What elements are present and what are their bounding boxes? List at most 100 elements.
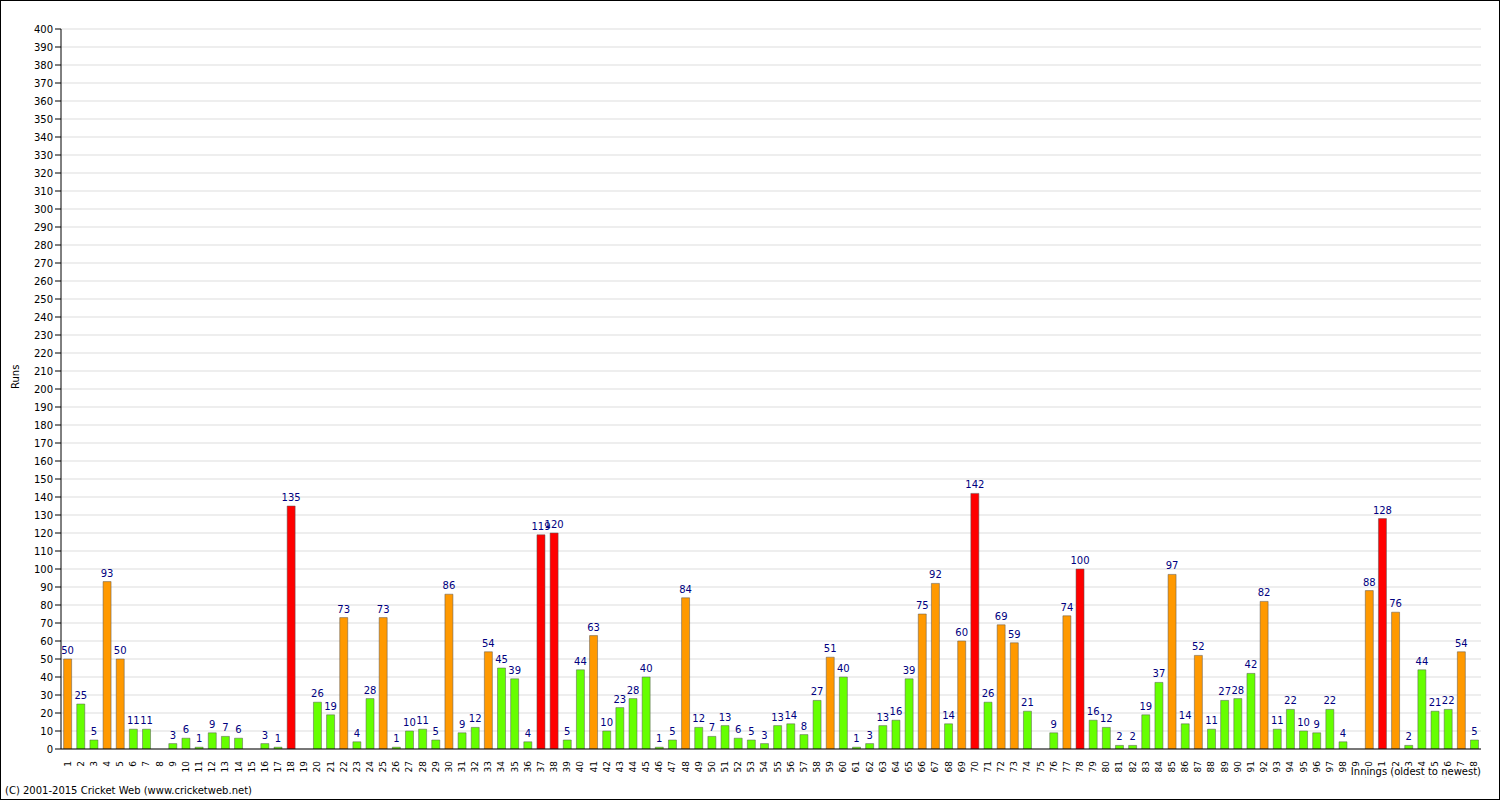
svg-text:52: 52 (733, 761, 743, 772)
svg-text:7: 7 (709, 722, 715, 733)
svg-text:120: 120 (34, 528, 53, 539)
svg-text:30: 30 (444, 761, 454, 773)
svg-text:380: 380 (34, 60, 53, 71)
svg-text:80: 80 (40, 600, 53, 611)
svg-text:300: 300 (34, 204, 53, 215)
svg-text:53: 53 (746, 761, 756, 772)
svg-text:42: 42 (1245, 659, 1258, 670)
svg-text:10: 10 (403, 717, 416, 728)
svg-text:120: 120 (545, 519, 564, 530)
svg-text:19: 19 (299, 761, 309, 773)
svg-text:11: 11 (1205, 715, 1218, 726)
svg-text:5: 5 (115, 761, 125, 767)
svg-text:97: 97 (1325, 761, 1335, 772)
svg-text:16: 16 (1087, 706, 1100, 717)
svg-text:28: 28 (1231, 685, 1244, 696)
svg-text:45: 45 (495, 654, 508, 665)
svg-text:8: 8 (801, 721, 807, 732)
svg-text:23: 23 (613, 694, 626, 705)
svg-text:350: 350 (34, 114, 53, 125)
svg-text:50: 50 (114, 645, 127, 656)
svg-text:160: 160 (34, 456, 53, 467)
svg-text:13: 13 (771, 712, 784, 723)
svg-text:320: 320 (34, 168, 53, 179)
svg-text:16: 16 (260, 761, 270, 773)
svg-text:25: 25 (74, 690, 87, 701)
svg-text:360: 360 (34, 96, 53, 107)
svg-text:38: 38 (549, 761, 559, 773)
svg-text:5: 5 (91, 726, 97, 737)
svg-text:47: 47 (667, 761, 677, 772)
svg-text:89: 89 (1220, 761, 1230, 773)
svg-text:72: 72 (996, 761, 1006, 772)
svg-text:63: 63 (587, 622, 600, 633)
svg-text:10: 10 (181, 761, 191, 773)
svg-text:50: 50 (707, 761, 717, 773)
svg-text:55: 55 (773, 761, 783, 772)
svg-text:33: 33 (483, 761, 493, 772)
svg-text:250: 250 (34, 294, 53, 305)
svg-text:11: 11 (194, 761, 204, 772)
svg-text:10: 10 (40, 726, 53, 737)
svg-text:310: 310 (34, 186, 53, 197)
svg-text:54: 54 (482, 638, 495, 649)
svg-text:84: 84 (1154, 761, 1164, 773)
svg-text:4: 4 (525, 728, 531, 739)
svg-text:60: 60 (838, 761, 848, 773)
svg-text:61: 61 (851, 761, 861, 772)
svg-text:11: 11 (140, 715, 153, 726)
svg-text:86: 86 (443, 580, 456, 591)
svg-text:76: 76 (1049, 761, 1059, 773)
svg-text:22: 22 (1442, 695, 1455, 706)
svg-text:240: 240 (34, 312, 53, 323)
svg-text:44: 44 (628, 761, 638, 773)
svg-text:82: 82 (1128, 761, 1138, 772)
svg-text:75: 75 (1036, 761, 1046, 772)
svg-text:77: 77 (1062, 761, 1072, 772)
svg-text:12: 12 (469, 713, 482, 724)
svg-text:150: 150 (34, 474, 53, 485)
svg-text:9: 9 (209, 719, 215, 730)
svg-text:70: 70 (40, 618, 53, 629)
svg-text:79: 79 (1088, 761, 1098, 773)
svg-text:73: 73 (377, 604, 390, 615)
svg-text:71: 71 (983, 761, 993, 772)
svg-text:26: 26 (311, 688, 324, 699)
svg-text:85: 85 (1167, 761, 1177, 772)
svg-text:95: 95 (1299, 761, 1309, 772)
svg-text:90: 90 (1233, 761, 1243, 773)
svg-text:92: 92 (1259, 761, 1269, 772)
svg-text:94: 94 (1285, 761, 1295, 773)
svg-text:51: 51 (824, 643, 837, 654)
svg-text:58: 58 (812, 761, 822, 773)
svg-text:90: 90 (40, 582, 53, 593)
svg-text:25: 25 (378, 761, 388, 772)
svg-text:67: 67 (930, 761, 940, 772)
svg-text:40: 40 (575, 761, 585, 773)
svg-text:200: 200 (34, 384, 53, 395)
svg-text:82: 82 (1258, 587, 1271, 598)
svg-text:23: 23 (352, 761, 362, 772)
svg-text:100: 100 (1070, 555, 1089, 566)
svg-text:93: 93 (1272, 761, 1282, 772)
svg-text:28: 28 (364, 685, 377, 696)
svg-text:45: 45 (641, 761, 651, 772)
svg-text:135: 135 (282, 492, 301, 503)
svg-text:76: 76 (1389, 598, 1402, 609)
svg-text:66: 66 (917, 761, 927, 773)
svg-text:6: 6 (183, 724, 189, 735)
svg-text:40: 40 (40, 672, 53, 683)
svg-text:290: 290 (34, 222, 53, 233)
svg-text:20: 20 (312, 761, 322, 773)
svg-text:17: 17 (273, 761, 283, 772)
svg-text:65: 65 (904, 761, 914, 772)
svg-text:142: 142 (965, 479, 984, 490)
svg-text:190: 190 (34, 402, 53, 413)
svg-text:22: 22 (1284, 695, 1297, 706)
svg-text:52: 52 (1192, 641, 1205, 652)
svg-text:5: 5 (433, 726, 439, 737)
svg-text:73: 73 (1009, 761, 1019, 772)
svg-text:60: 60 (955, 627, 968, 638)
svg-text:13: 13 (719, 712, 732, 723)
svg-text:1: 1 (63, 761, 73, 767)
